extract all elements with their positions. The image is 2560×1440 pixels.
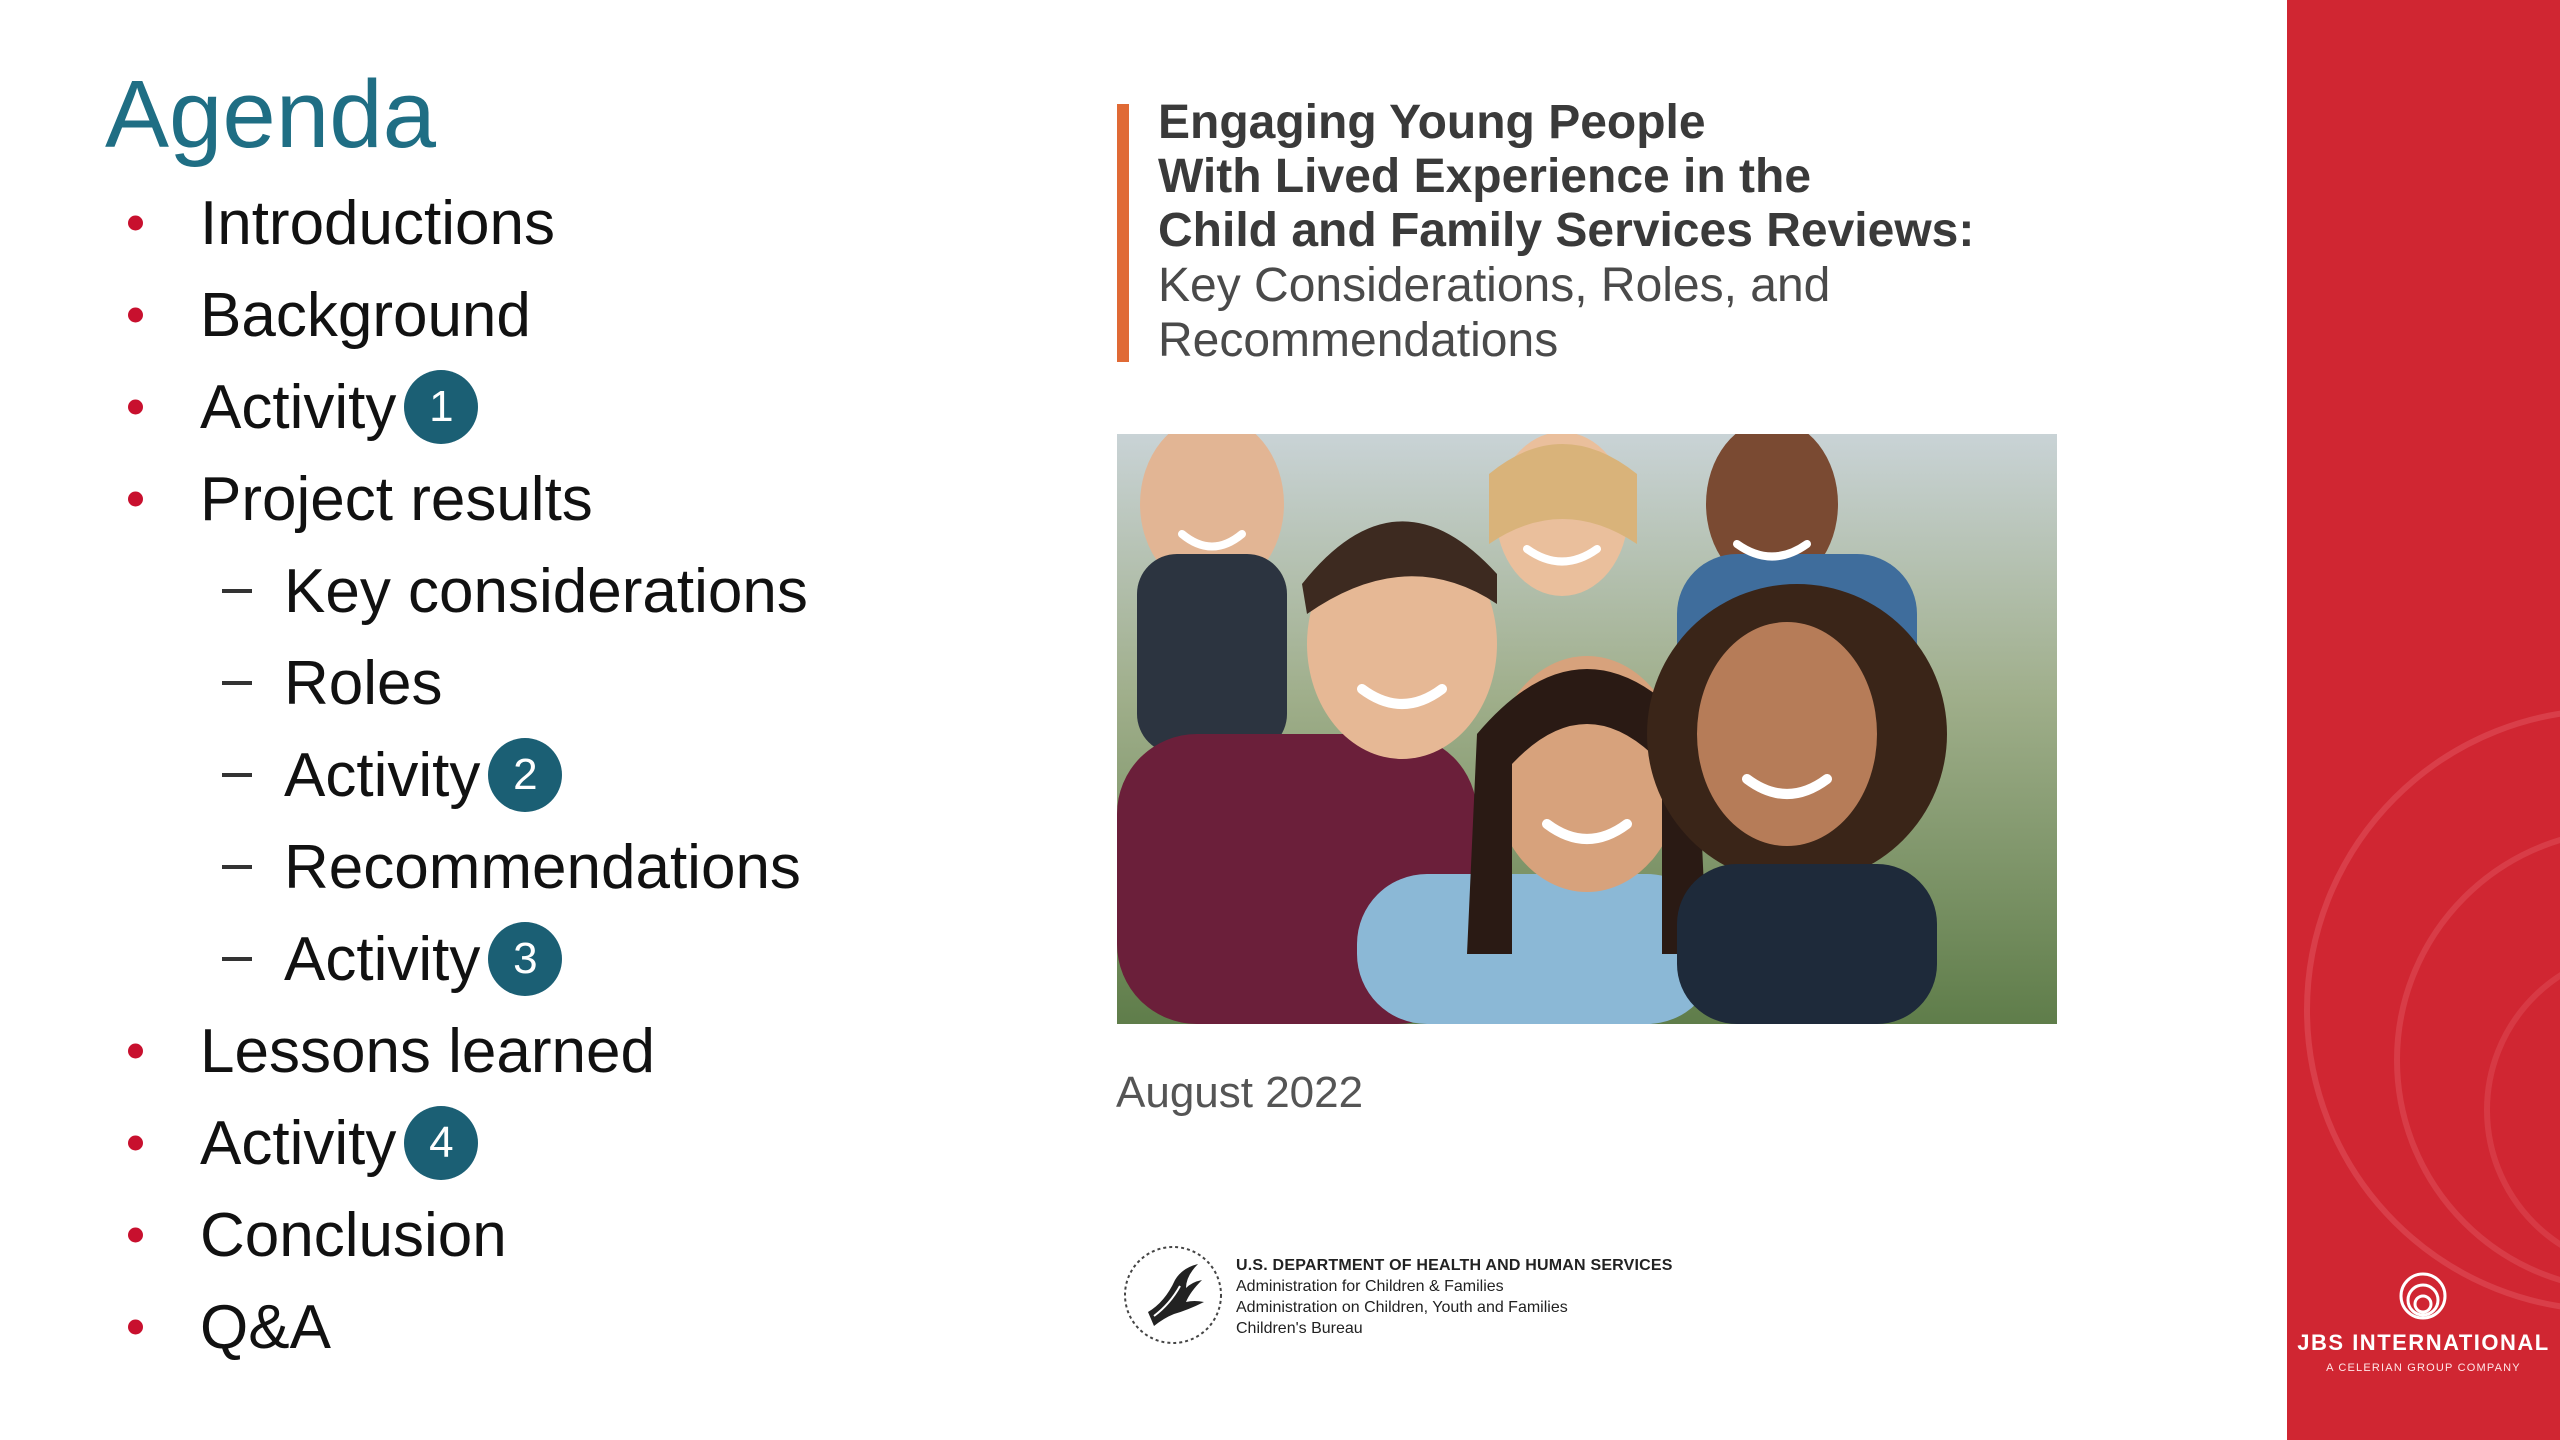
agenda-item: Lessons learned — [128, 1005, 655, 1097]
agenda-item: Q&A — [128, 1281, 331, 1373]
agenda-item: Activity 3 — [222, 913, 563, 1005]
bullet-icon — [128, 215, 143, 231]
hhs-seal-icon — [1120, 1242, 1226, 1348]
agenda-item: Recommendations — [222, 821, 801, 913]
report-title-line: Engaging Young People — [1158, 96, 1706, 149]
agenda-item-label: Key considerations — [284, 556, 808, 626]
dash-icon — [222, 957, 252, 961]
agenda-item-label: Conclusion — [200, 1200, 507, 1270]
activity-number-badge: 1 — [404, 370, 479, 444]
dash-icon — [222, 589, 252, 593]
report-accent-bar — [1117, 104, 1129, 362]
bullet-icon — [128, 491, 143, 507]
agenda-item: Background — [128, 269, 531, 361]
agenda-item-label: Introductions — [200, 188, 555, 258]
hhs-agency-block: U.S. DEPARTMENT OF HEALTH AND HUMAN SERV… — [1236, 1255, 1673, 1339]
activity-number-badge: 2 — [488, 738, 563, 812]
dash-icon — [222, 773, 252, 777]
brand-tagline: A CELERIAN GROUP COMPANY — [2326, 1362, 2521, 1374]
hhs-agency-line: Administration on Children, Youth and Fa… — [1236, 1299, 1568, 1316]
young-people-group-photo — [1117, 434, 2057, 1024]
bullet-icon — [128, 1319, 143, 1335]
agenda-item: Activity 1 — [128, 361, 479, 453]
agenda-item-label: Activity — [200, 372, 397, 442]
agenda-item-label: Lessons learned — [200, 1016, 655, 1086]
hhs-department: U.S. DEPARTMENT OF HEALTH AND HUMAN SERV… — [1236, 1257, 1673, 1274]
agenda-item: Conclusion — [128, 1189, 507, 1281]
brand-name: JBS INTERNATIONAL — [2297, 1330, 2550, 1355]
agenda-item-label: Activity — [284, 924, 481, 994]
report-title-line: With Lived Experience in the — [1158, 150, 1812, 203]
agenda-item-label: Project results — [200, 464, 593, 534]
bullet-icon — [128, 1135, 143, 1151]
agenda-item-label: Q&A — [200, 1292, 331, 1362]
agenda-item-label: Activity — [200, 1108, 397, 1178]
jbs-logo-icon — [2368, 1264, 2478, 1324]
agenda-item-label: Roles — [284, 648, 443, 718]
agenda-item-label: Activity — [284, 740, 481, 810]
dash-icon — [222, 681, 252, 685]
agenda-title: Agenda — [105, 61, 436, 168]
report-subtitle-line: Recommendations — [1158, 314, 1559, 367]
report-date: August 2022 — [1116, 1068, 1364, 1117]
bullet-icon — [128, 1227, 143, 1243]
brand-panel — [2287, 0, 2560, 1440]
dash-icon — [222, 865, 252, 869]
hhs-agency-line: Administration for Children & Families — [1236, 1278, 1504, 1295]
swirl-decoration-icon — [2304, 710, 2560, 1310]
report-title: Engaging Young People With Lived Experie… — [1158, 96, 2158, 258]
agenda-item: Activity 4 — [128, 1097, 479, 1189]
report-subtitle: Key Considerations, Roles, and Recommend… — [1158, 258, 2058, 368]
bullet-icon — [128, 399, 143, 415]
hhs-agency-line: Children's Bureau — [1236, 1320, 1363, 1337]
agenda-item-label: Background — [200, 280, 531, 350]
bullet-icon — [128, 307, 143, 323]
bullet-icon — [128, 1043, 143, 1059]
report-subtitle-line: Key Considerations, Roles, and — [1158, 259, 1831, 312]
agenda-item-label: Recommendations — [284, 832, 801, 902]
agenda-item: Key considerations — [222, 545, 808, 637]
activity-number-badge: 3 — [488, 922, 563, 996]
agenda-item: Introductions — [128, 177, 555, 269]
report-title-line: Child and Family Services Reviews: — [1158, 204, 1975, 257]
activity-number-badge: 4 — [404, 1106, 479, 1180]
agenda-item: Activity 2 — [222, 729, 563, 821]
agenda-item: Roles — [222, 637, 443, 729]
agenda-item: Project results — [128, 453, 593, 545]
